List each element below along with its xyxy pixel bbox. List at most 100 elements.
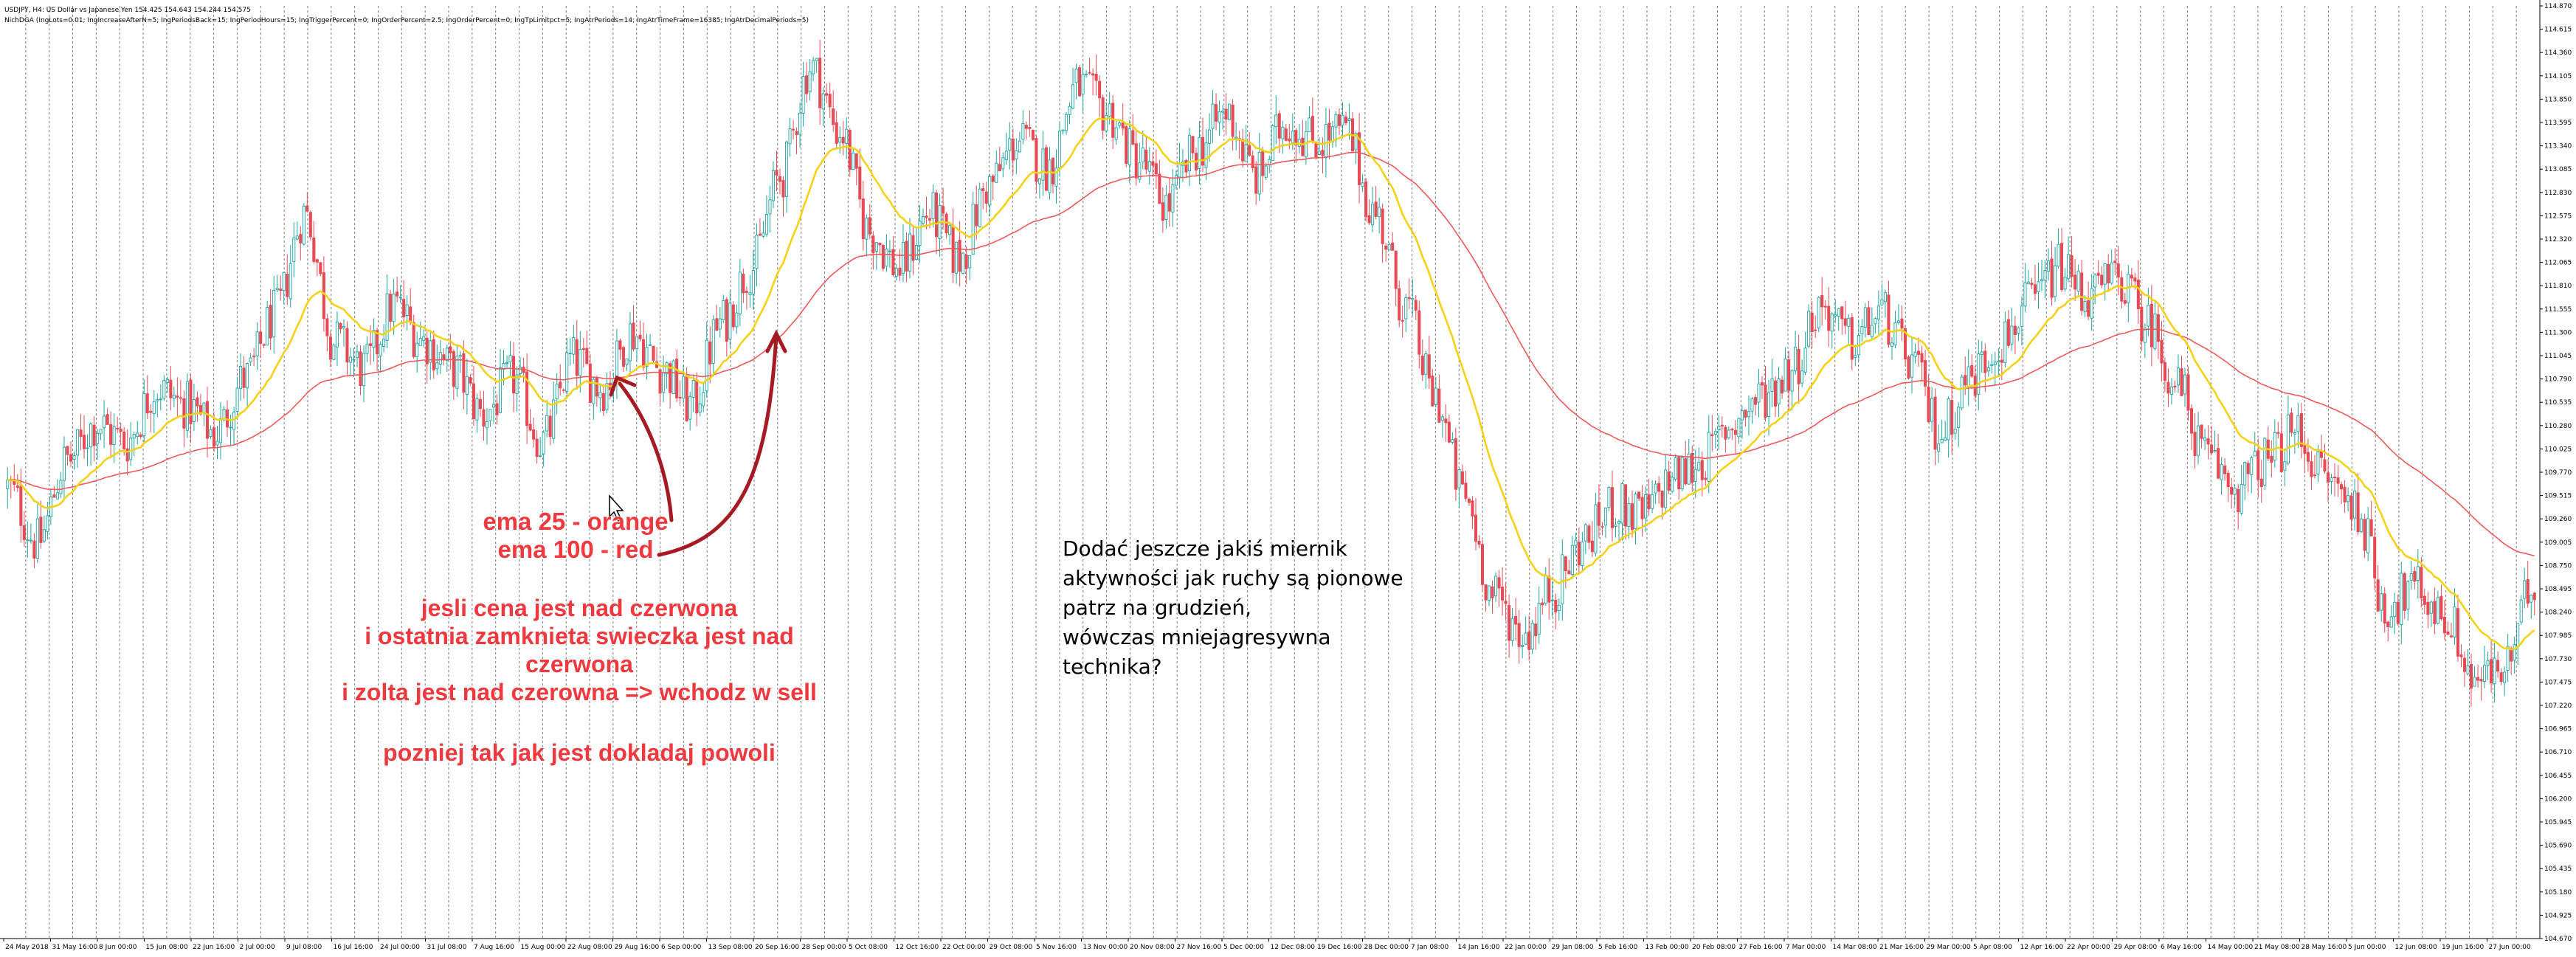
candle — [1021, 110, 1025, 145]
candle — [638, 320, 642, 342]
candle — [385, 274, 389, 348]
candle — [1394, 250, 1398, 306]
candle — [1697, 447, 1701, 472]
note-line: aktywności jak ruchy są pionowe — [1063, 566, 1403, 590]
candle — [1344, 111, 1348, 125]
candle — [2270, 441, 2273, 477]
candle — [2200, 424, 2203, 449]
candle — [1704, 471, 1707, 486]
candle — [2383, 587, 2386, 633]
candle — [169, 366, 173, 411]
candle — [1764, 366, 1767, 422]
candle — [1727, 426, 1730, 440]
candle — [1557, 598, 1561, 621]
candle — [2180, 356, 2183, 396]
price-tick-label: 109.515 — [2544, 493, 2572, 500]
candle — [2169, 378, 2173, 405]
time-tick-label: 12 Oct 16:00 — [896, 944, 939, 951]
candle — [2326, 459, 2330, 502]
candle — [718, 307, 722, 338]
candle — [2363, 514, 2366, 559]
candle — [1870, 307, 1874, 339]
candle — [179, 379, 182, 404]
candle — [2233, 484, 2237, 506]
candle — [266, 300, 269, 346]
candle — [2136, 260, 2140, 325]
candle — [1843, 300, 1847, 335]
candle — [828, 82, 832, 118]
candle — [552, 381, 556, 443]
candle — [841, 120, 845, 156]
candle — [472, 365, 475, 426]
candle — [722, 294, 725, 323]
candle — [1334, 111, 1338, 148]
time-tick-label: 28 Dec 00:00 — [1364, 944, 1409, 951]
candle — [1671, 471, 1674, 494]
candle — [1647, 479, 1651, 516]
candle — [1407, 278, 1411, 310]
candle — [2107, 254, 2110, 291]
price-tick-label: 112.065 — [2544, 260, 2572, 267]
candle — [1614, 518, 1617, 538]
price-tick-label: 105.180 — [2544, 889, 2572, 896]
time-tick-label: 29 Oct 08:00 — [990, 944, 1033, 951]
candle — [1164, 184, 1168, 229]
candle — [491, 386, 496, 424]
candle — [1550, 581, 1554, 617]
candle — [162, 375, 166, 401]
candle — [488, 409, 492, 427]
candle — [968, 255, 972, 280]
candle — [731, 301, 735, 331]
candle — [2396, 594, 2400, 626]
candle — [751, 250, 755, 310]
candle — [1057, 122, 1062, 177]
time-tick-label: 28 May 16:00 — [2302, 944, 2347, 951]
candle — [2360, 513, 2363, 533]
candle — [505, 355, 509, 369]
candle — [132, 431, 136, 457]
price-tick-label: 106.710 — [2544, 749, 2572, 756]
ema-25-line — [7, 117, 2535, 651]
candle — [2373, 528, 2377, 590]
candle — [1924, 350, 1927, 396]
candle — [1664, 455, 1668, 515]
candle — [801, 61, 805, 127]
candle — [2063, 268, 2067, 292]
candle — [2366, 506, 2370, 562]
candle — [908, 218, 911, 279]
candle — [2353, 479, 2357, 531]
candle — [815, 58, 818, 73]
candle — [1837, 308, 1840, 331]
candle — [412, 314, 415, 359]
candle — [1294, 128, 1298, 163]
candle — [1094, 54, 1098, 96]
candle — [581, 337, 585, 367]
candle — [854, 153, 858, 186]
candle — [905, 232, 908, 283]
candle — [1008, 122, 1012, 170]
candle — [658, 367, 662, 405]
candle — [1783, 347, 1787, 392]
candle — [2523, 567, 2527, 609]
candle — [1281, 120, 1285, 154]
note-line: patrz na grudzień, — [1063, 595, 1251, 620]
candle — [209, 425, 213, 439]
candle — [1890, 337, 1893, 360]
candle — [991, 174, 995, 201]
candle — [1840, 306, 1844, 335]
candle — [1434, 376, 1437, 408]
price-tick-label: 110.790 — [2544, 376, 2572, 384]
candle — [542, 429, 545, 467]
candle — [402, 280, 406, 328]
candle — [1917, 337, 1921, 367]
candle — [961, 252, 965, 275]
time-tick-label: 5 Oct 08:00 — [849, 944, 888, 951]
candle — [2442, 600, 2446, 640]
candle — [389, 289, 393, 330]
candle — [675, 349, 679, 402]
candle — [376, 328, 379, 371]
candle — [1028, 110, 1032, 137]
price-tick-label: 107.985 — [2544, 632, 2572, 640]
